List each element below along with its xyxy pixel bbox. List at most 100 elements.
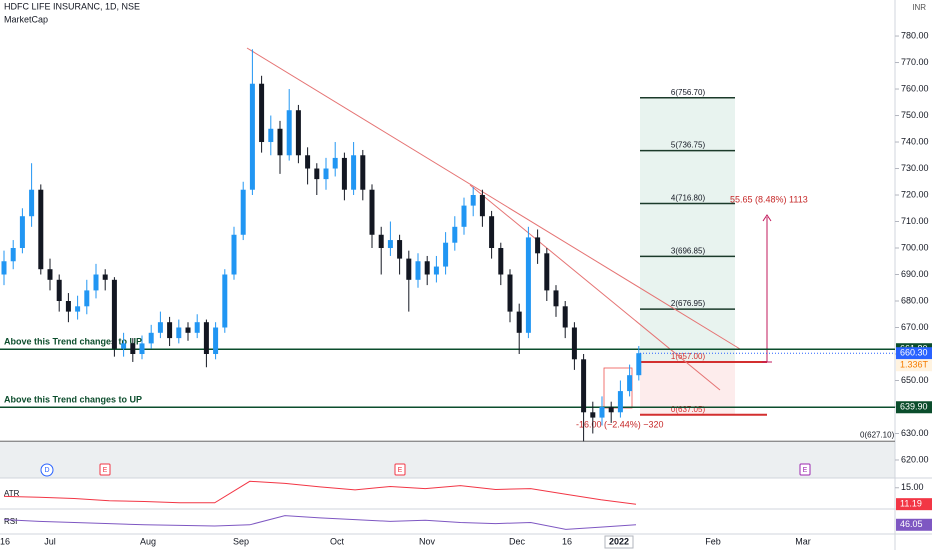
candle-body xyxy=(259,83,265,143)
fib-label: 4(716.80) xyxy=(671,194,706,203)
event-icon xyxy=(99,463,111,476)
y-tick-label: 650.00 xyxy=(901,375,929,385)
candle-body xyxy=(397,240,403,259)
rsi-line xyxy=(3,515,637,530)
candle-body xyxy=(636,353,642,376)
indicator-label: MarketCap xyxy=(4,14,48,24)
event-label: D xyxy=(44,467,49,474)
candle-body xyxy=(93,274,99,291)
y-tick-label: 760.00 xyxy=(901,83,929,93)
candle-body xyxy=(286,110,292,156)
candle-body xyxy=(378,234,384,249)
candle-body xyxy=(424,261,430,275)
rsi-label: RSI xyxy=(4,517,17,526)
marketcap-label: 1.336T xyxy=(900,360,929,370)
event-icon xyxy=(799,463,811,476)
candle-body xyxy=(222,274,228,328)
candle-body xyxy=(562,306,568,328)
fib-label: 2(676.95) xyxy=(671,299,706,308)
y-tick-label: 670.00 xyxy=(901,322,929,332)
candle-body xyxy=(148,332,154,344)
candle-body xyxy=(627,375,633,392)
y-tick-label: 740.00 xyxy=(901,136,929,146)
time-label: 16 xyxy=(562,536,572,546)
candle-body xyxy=(498,248,504,275)
time-label: Aug xyxy=(140,536,156,546)
candle-body xyxy=(489,216,495,249)
level-label: Above this Trend changes to UP xyxy=(4,337,142,347)
time-label: Mar xyxy=(795,536,811,546)
candle-body xyxy=(213,327,219,354)
y-tick-label: 15.00 xyxy=(901,482,924,492)
candle-body xyxy=(277,128,283,156)
candle-body xyxy=(194,322,200,333)
candle-body xyxy=(516,311,522,333)
candle-body xyxy=(433,266,439,275)
price-tag-label: 639.90 xyxy=(900,402,928,412)
candle-body xyxy=(249,83,255,190)
candle-body xyxy=(461,205,467,227)
fib-label: 5(736.75) xyxy=(671,141,706,150)
candle-body xyxy=(544,253,550,291)
loss-zone xyxy=(640,361,735,415)
candle-body xyxy=(56,279,62,302)
candle-body xyxy=(479,195,485,217)
event-label: E xyxy=(803,467,808,474)
title: HDFC LIFE INSURANC, 1D, NSE xyxy=(4,1,140,11)
time-label: Sep xyxy=(233,536,249,546)
y-tick-label: 620.00 xyxy=(901,454,929,464)
candle-body xyxy=(415,261,421,280)
candle-body xyxy=(29,189,35,217)
candle-body xyxy=(295,110,301,156)
measure-label: -16.00 (−2.44%) −320 xyxy=(576,419,664,429)
candle-body xyxy=(590,412,596,418)
lower-shade xyxy=(0,441,895,478)
candle-body xyxy=(351,155,357,190)
candle-body xyxy=(369,189,375,235)
y-tick-label: 690.00 xyxy=(901,269,929,279)
y-tick-label: 750.00 xyxy=(901,110,929,120)
candle-body xyxy=(314,168,320,180)
candle-body xyxy=(139,343,145,354)
time-label: 16 xyxy=(0,536,10,546)
candle-body xyxy=(599,406,605,418)
candle-body xyxy=(332,157,338,169)
rsi-tag xyxy=(896,518,932,531)
event-icon xyxy=(40,463,54,477)
candle-body xyxy=(10,248,16,262)
candle-body xyxy=(19,216,25,249)
atr-tag xyxy=(896,498,932,511)
candle-body xyxy=(185,327,191,333)
candle-body xyxy=(102,274,108,280)
atr-tag-label: 11.19 xyxy=(900,499,922,509)
candle-body xyxy=(387,240,393,249)
rsi-tag-label: 46.05 xyxy=(900,519,923,529)
y-tick-label: 700.00 xyxy=(901,242,929,252)
y-tick-label: 630.00 xyxy=(901,428,929,438)
candle-body xyxy=(268,128,274,143)
time-tag-box xyxy=(604,535,634,549)
y-tick-label: 710.00 xyxy=(901,216,929,226)
y-tick-label: 720.00 xyxy=(901,189,929,199)
candle-body xyxy=(581,359,587,413)
trend-line xyxy=(469,184,721,391)
y-tick-label: 780.00 xyxy=(901,30,929,40)
position-zone: 6(756.70) 5(736.75) 4(716.80) 3(696.85) 2(67… xyxy=(640,88,767,416)
time-label: Dec xyxy=(509,536,526,546)
profit-zone xyxy=(640,97,735,362)
y-tick-label: 730.00 xyxy=(901,163,929,173)
candle-body xyxy=(452,226,458,243)
candle-body xyxy=(507,274,513,312)
candle-body xyxy=(553,290,559,307)
candle-body xyxy=(167,322,173,339)
candle-body xyxy=(130,343,136,354)
base-label: 0(627.10) xyxy=(860,430,895,439)
candle-body xyxy=(535,237,541,254)
candle-body xyxy=(1,261,7,275)
time-label: Jul xyxy=(44,536,56,546)
fib-label: 6(756.70) xyxy=(671,88,706,97)
candle-body xyxy=(525,237,531,333)
event-label: E xyxy=(398,467,403,474)
candle-body xyxy=(341,157,347,190)
